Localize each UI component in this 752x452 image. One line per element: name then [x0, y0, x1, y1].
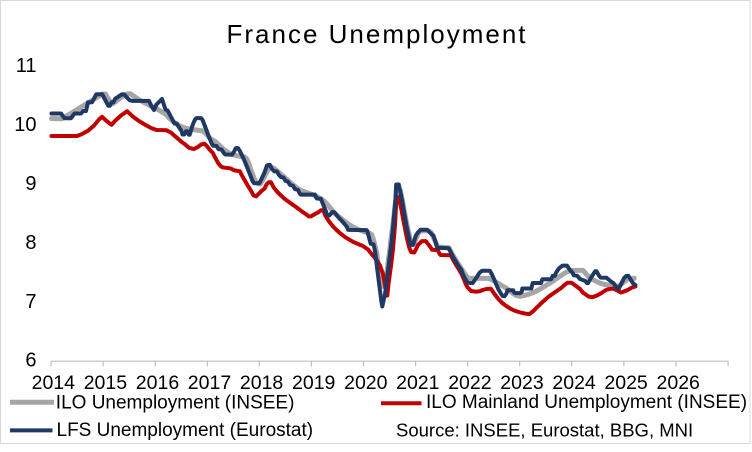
svg-text:France Unemployment: France Unemployment — [227, 19, 528, 49]
svg-text:7: 7 — [25, 291, 36, 313]
svg-text:2022: 2022 — [448, 372, 491, 394]
svg-text:9: 9 — [25, 173, 36, 195]
svg-text:2014: 2014 — [32, 372, 76, 394]
svg-text:2018: 2018 — [240, 372, 283, 394]
svg-text:2017: 2017 — [188, 372, 231, 394]
svg-text:2023: 2023 — [500, 372, 543, 394]
svg-text:11: 11 — [16, 55, 37, 77]
svg-text:LFS Unemployment (Eurostat): LFS Unemployment (Eurostat) — [57, 420, 314, 441]
svg-text:2016: 2016 — [136, 372, 179, 394]
svg-text:ILO Unemployment (INSEE): ILO Unemployment (INSEE) — [56, 393, 295, 414]
svg-text:8: 8 — [25, 232, 36, 254]
svg-text:Source: INSEE, Eurostat, BBG,: Source: INSEE, Eurostat, BBG, MNI — [396, 419, 693, 440]
svg-text:6: 6 — [25, 350, 36, 372]
svg-text:2019: 2019 — [292, 372, 335, 394]
svg-text:2015: 2015 — [84, 372, 128, 394]
svg-text:2021: 2021 — [396, 372, 439, 394]
svg-text:2024: 2024 — [552, 372, 596, 394]
svg-text:ILO Mainland Unemployment (INS: ILO Mainland Unemployment (INSEE) — [426, 392, 747, 413]
svg-text:2025: 2025 — [604, 372, 648, 394]
svg-text:2026: 2026 — [657, 372, 700, 394]
svg-text:10: 10 — [14, 114, 36, 136]
svg-text:2020: 2020 — [344, 372, 388, 394]
